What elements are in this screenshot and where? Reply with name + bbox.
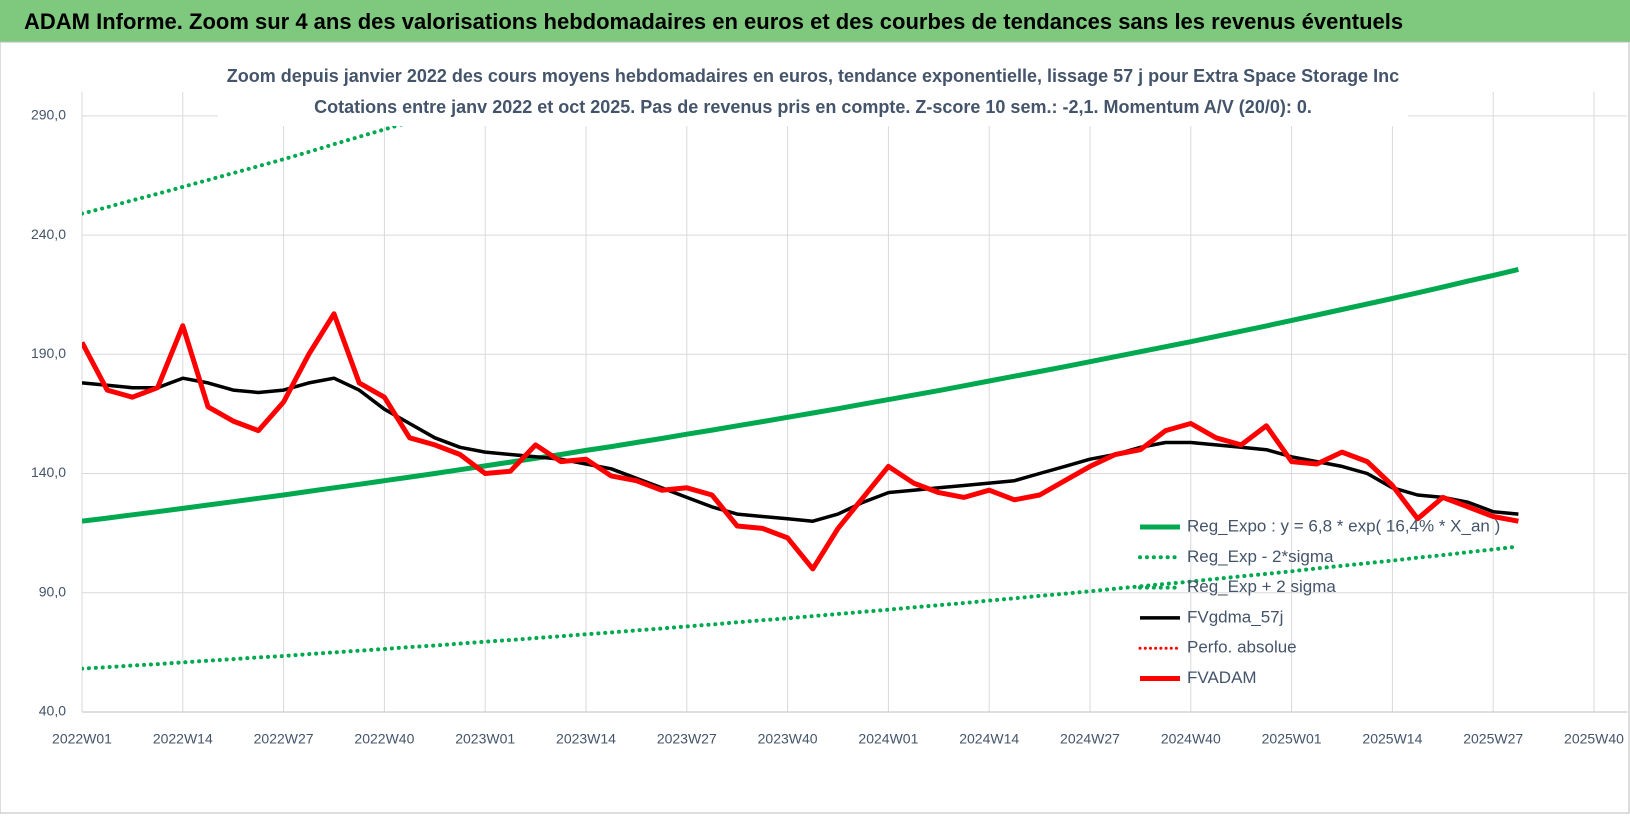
y-tick-label: 40,0 <box>39 703 66 719</box>
legend-label: Reg_Expo : y = 6,8 * exp( 16,4% * X_an ) <box>1187 516 1500 535</box>
y-tick-label: 140,0 <box>31 464 66 480</box>
series-line <box>82 544 1521 671</box>
x-tick-label: 2023W27 <box>657 731 717 747</box>
legend-label: FVADAM <box>1187 668 1257 687</box>
x-tick-label: 2023W14 <box>556 731 616 747</box>
frame <box>0 41 1630 814</box>
series-line <box>82 311 1519 572</box>
legend-label: FVgdma_57j <box>1187 607 1283 626</box>
header-bar <box>0 0 1630 42</box>
x-tick-label: 2023W01 <box>455 731 515 747</box>
y-tick-label: 90,0 <box>39 583 66 599</box>
x-tick-label: 2024W14 <box>959 731 1019 747</box>
x-tick-label: 2025W01 <box>1262 731 1322 747</box>
series-line <box>82 92 514 216</box>
series-line <box>82 266 1519 524</box>
series-line <box>82 376 1519 523</box>
chart-title: Zoom depuis janvier 2022 des cours moyen… <box>227 66 1399 86</box>
y-tick-label: 240,0 <box>31 226 66 242</box>
x-tick-label: 2025W40 <box>1564 731 1624 747</box>
y-tick-label: 190,0 <box>31 345 66 361</box>
legend-label: Reg_Exp + 2 sigma <box>1187 577 1336 596</box>
x-tick-label: 2022W01 <box>52 731 112 747</box>
y-tick-label: 290,0 <box>31 107 66 123</box>
x-tick-label: 2024W27 <box>1060 731 1120 747</box>
x-tick-label: 2024W40 <box>1161 731 1221 747</box>
x-tick-label: 2024W01 <box>858 731 918 747</box>
x-tick-label: 2022W14 <box>153 731 213 747</box>
chart-subtitle: Cotations entre janv 2022 et oct 2025. P… <box>314 97 1312 117</box>
x-tick-label: 2025W14 <box>1362 731 1422 747</box>
title-box <box>218 58 1408 126</box>
header-title: ADAM Informe. Zoom sur 4 ans des valoris… <box>24 9 1403 34</box>
x-tick-label: 2022W27 <box>254 731 314 747</box>
x-tick-label: 2023W40 <box>758 731 818 747</box>
x-tick-label: 2022W40 <box>354 731 414 747</box>
x-tick-label: 2025W27 <box>1463 731 1523 747</box>
legend-label: Perfo. absolue <box>1187 638 1297 657</box>
legend-label: Reg_Exp - 2*sigma <box>1187 547 1334 566</box>
